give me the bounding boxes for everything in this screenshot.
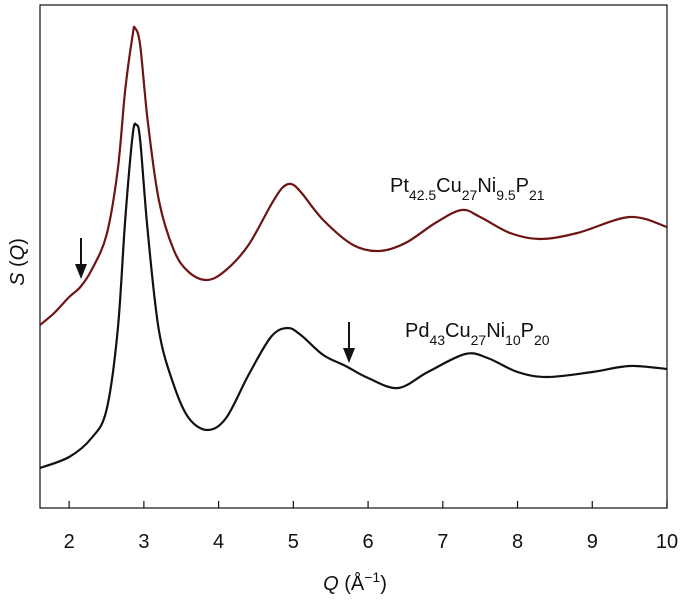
- label-part: P: [521, 320, 534, 342]
- arrow-head: [343, 348, 355, 363]
- label-part: 42.5: [409, 187, 436, 203]
- label-part: 43: [429, 332, 445, 348]
- arrow-head: [75, 264, 87, 279]
- y-label-part: ): [7, 238, 29, 245]
- x-tick-label: 5: [288, 531, 299, 553]
- label-part: Cu: [445, 320, 471, 342]
- label-part: 21: [529, 187, 545, 203]
- label-part: Ni: [477, 175, 496, 197]
- plot-frame: [39, 4, 668, 509]
- x-tick-label: 8: [512, 531, 523, 553]
- label-part: Ni: [486, 320, 505, 342]
- x-label-part: Q: [323, 573, 339, 595]
- y-label-part: S: [7, 272, 29, 286]
- y-label-part: (: [7, 260, 29, 273]
- label-part: 27: [471, 332, 487, 348]
- x-tick-label: 10: [656, 531, 678, 553]
- label-part: 10: [505, 332, 521, 348]
- series-label: Pd43Cu27Ni10P20: [405, 320, 550, 348]
- line: [39, 122, 668, 470]
- series-label: Pt42.5Cu27Ni9.5P21: [390, 175, 545, 203]
- x-label-part: ): [380, 573, 387, 595]
- x-axis-label: Q (Å−1): [323, 569, 387, 595]
- x-tick-label: 4: [213, 531, 224, 553]
- line: [39, 25, 668, 326]
- label-part: Pd: [405, 320, 429, 342]
- x-tick-label: 9: [587, 531, 598, 553]
- x-tick-label: 2: [64, 531, 75, 553]
- x-label-part: (Å: [339, 572, 365, 595]
- label-part: 27: [462, 187, 478, 203]
- label-part: P: [516, 175, 529, 197]
- label-part: Pt: [390, 175, 409, 197]
- x-tick-label: 3: [138, 531, 149, 553]
- y-label-part: Q: [7, 245, 29, 261]
- label-part: 9.5: [496, 187, 516, 203]
- x-label-part: −1: [364, 569, 380, 585]
- y-axis-label: S (Q): [7, 238, 29, 286]
- label-part: 20: [534, 332, 550, 348]
- x-tick-label: 6: [363, 531, 374, 553]
- label-part: Cu: [436, 175, 462, 197]
- arrows: [75, 238, 355, 363]
- x-tick-label: 7: [437, 531, 448, 553]
